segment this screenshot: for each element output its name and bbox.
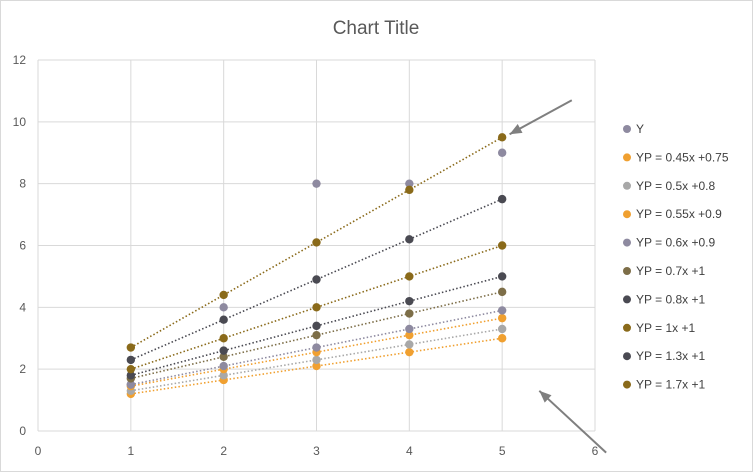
legend-marker	[623, 181, 631, 190]
data-point	[405, 340, 414, 349]
x-tick-label: 5	[499, 444, 506, 458]
data-points	[126, 133, 507, 399]
trendline	[130, 275, 503, 377]
data-point	[405, 309, 414, 318]
legend-entry: YP = 1x +1	[636, 321, 695, 335]
y-tick-label: 12	[13, 53, 27, 67]
x-tick-label: 3	[313, 444, 320, 458]
legend-entry: Y	[636, 122, 644, 136]
data-point	[219, 303, 228, 312]
legend-marker	[623, 210, 631, 219]
data-point	[126, 371, 136, 380]
data-point	[312, 321, 321, 331]
data-point	[219, 290, 228, 300]
legend-marker	[623, 238, 631, 247]
data-point	[219, 352, 228, 361]
data-point	[405, 235, 414, 244]
data-point	[405, 179, 414, 188]
annotations	[509, 99, 607, 454]
legend-marker	[623, 153, 631, 162]
data-point	[405, 324, 414, 334]
trendline	[130, 136, 503, 349]
data-point	[312, 330, 321, 340]
annotation-arrow-head	[509, 124, 523, 135]
legend-entry: YP = 0.6x +0.9	[636, 236, 715, 250]
legend-marker	[623, 267, 631, 275]
data-point	[497, 133, 507, 142]
legend-entry: YP = 0.8x +1	[636, 292, 705, 306]
data-point	[405, 347, 414, 357]
legend-entry: YP = 0.5x +0.8	[636, 179, 715, 193]
x-tick-label: 2	[220, 444, 227, 458]
annotation-arrow-head	[539, 390, 552, 403]
trendline	[130, 244, 503, 370]
legend-entry: YP = 0.45x +0.75	[636, 150, 729, 164]
data-point	[219, 315, 228, 324]
trendline	[130, 291, 503, 380]
data-point	[497, 313, 507, 323]
legend-entry: YP = 0.7x +1	[636, 264, 705, 278]
data-point	[126, 380, 136, 389]
data-point	[497, 287, 507, 297]
y-tick-label: 8	[19, 177, 26, 191]
trendline	[130, 198, 503, 361]
data-point	[497, 334, 507, 343]
y-tick-label: 4	[19, 300, 26, 314]
x-tick-label: 4	[406, 444, 413, 458]
data-point	[312, 179, 321, 188]
legend: Y YP = 0.45x +0.75 YP = 0.5x +0.8 YP = 0.55…	[623, 122, 729, 392]
data-point	[497, 148, 507, 157]
legend-entry: YP = 1.3x +1	[636, 349, 705, 363]
legend-entry: YP = 0.55x +0.9	[636, 207, 722, 221]
data-point	[312, 343, 321, 352]
legend-marker	[623, 295, 631, 304]
data-point	[126, 364, 136, 374]
y-tick-label: 2	[19, 362, 26, 376]
y-tick-label: 6	[19, 239, 26, 253]
x-tick-label: 6	[592, 444, 599, 458]
y-tick-label: 10	[13, 115, 27, 129]
legend-marker	[623, 380, 631, 389]
data-point	[312, 303, 321, 312]
legend-marker	[623, 352, 631, 361]
data-point	[405, 272, 414, 281]
data-point	[126, 355, 136, 365]
data-point	[497, 272, 507, 281]
chart-title: Chart Title	[333, 18, 420, 39]
legend-entry: YP = 1.7x +1	[636, 378, 705, 392]
data-point	[312, 361, 321, 371]
legend-marker	[623, 125, 631, 133]
x-tick-label: 1	[127, 444, 134, 458]
data-point	[405, 296, 414, 306]
data-point	[219, 334, 228, 343]
data-point	[497, 194, 507, 204]
data-point	[219, 346, 228, 355]
data-point	[312, 238, 321, 247]
data-point	[405, 330, 414, 340]
data-point	[497, 241, 507, 250]
data-point	[126, 343, 136, 352]
data-point	[405, 185, 414, 195]
y-tick-label: 0	[19, 424, 26, 438]
annotation-arrow-shaft	[538, 390, 607, 454]
data-point	[219, 361, 228, 371]
x-tick-label: 0	[35, 444, 42, 458]
data-point	[312, 275, 321, 284]
data-point	[497, 324, 507, 334]
data-point	[219, 371, 228, 380]
data-point	[497, 306, 507, 315]
data-point	[312, 355, 321, 365]
legend-marker	[623, 323, 631, 332]
